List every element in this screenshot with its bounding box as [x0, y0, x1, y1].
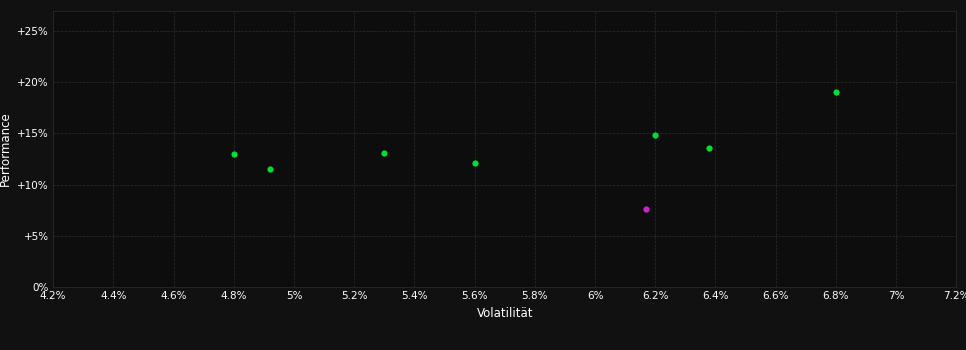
Y-axis label: Performance: Performance: [0, 111, 12, 186]
X-axis label: Volatilität: Volatilität: [476, 307, 533, 320]
